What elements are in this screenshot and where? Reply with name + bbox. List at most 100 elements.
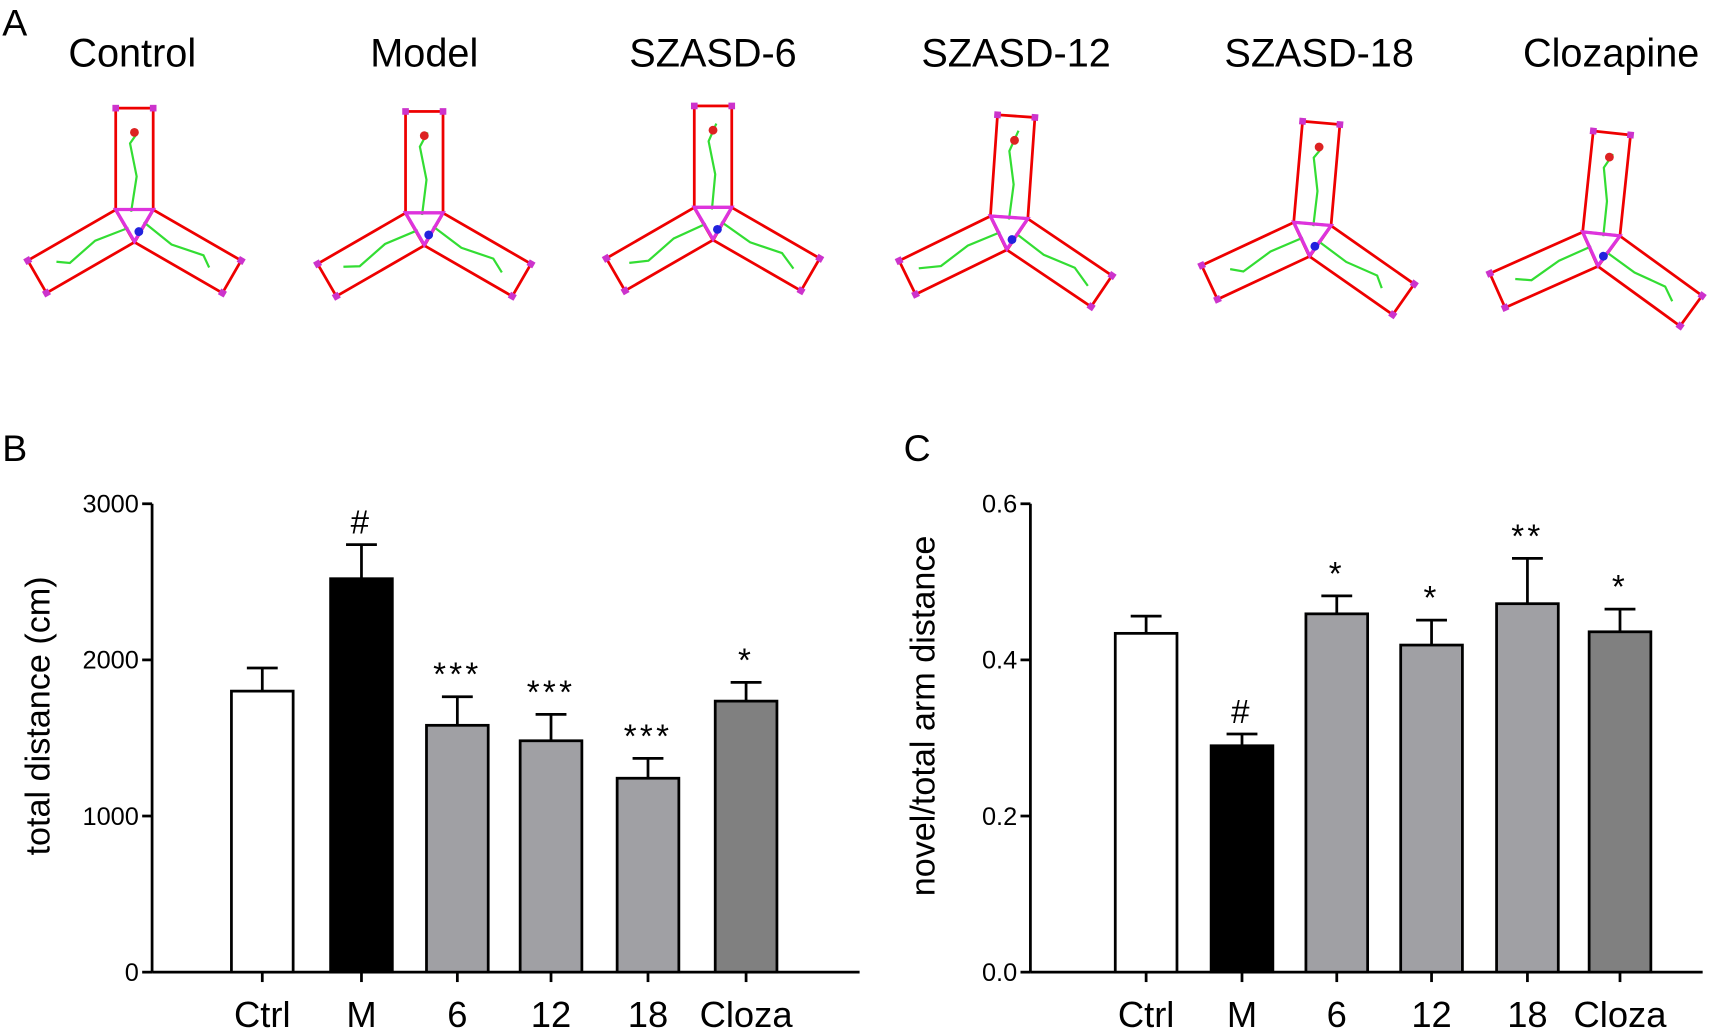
group-label: Control (68, 31, 196, 75)
bar (425, 723, 490, 974)
maze-arm (402, 108, 447, 216)
corner (236, 256, 246, 266)
y-tick-label: 0.0 (982, 959, 1017, 987)
arm-outline (1581, 129, 1633, 238)
center-zone (987, 214, 1031, 253)
track (707, 123, 718, 210)
arm-outline (1488, 230, 1600, 310)
track (1605, 250, 1674, 302)
track (1229, 236, 1304, 273)
track (1312, 146, 1324, 227)
bar (518, 739, 584, 974)
corner (1086, 302, 1096, 312)
corner (1697, 291, 1707, 301)
track (143, 221, 211, 268)
end-dot (1598, 251, 1608, 261)
x-tick-label: 6 (1327, 994, 1347, 1034)
significance-label: # (1231, 694, 1253, 731)
group-label: Model (370, 31, 478, 75)
y-maze (313, 108, 536, 301)
track (1317, 239, 1383, 289)
corner (1589, 127, 1597, 135)
track (1602, 153, 1614, 237)
bar (230, 689, 295, 974)
corner (1388, 310, 1398, 320)
bar (1495, 602, 1560, 974)
corner (1409, 279, 1419, 289)
group-label: SZASD-18 (1224, 31, 1414, 75)
corner (112, 104, 120, 112)
start-dot (708, 125, 718, 135)
x-tick-label: M (1227, 994, 1257, 1034)
corner (815, 253, 825, 263)
significance-label: *** (624, 718, 673, 755)
center-zone (402, 211, 446, 249)
y-maze (601, 102, 825, 296)
track (128, 131, 139, 212)
bar (1209, 744, 1275, 974)
corner (1500, 303, 1510, 312)
corner (23, 256, 33, 266)
significance-label: # (351, 505, 373, 542)
x-tick-label: 18 (1507, 994, 1547, 1034)
track (56, 226, 129, 265)
x-tick-label: 12 (1411, 994, 1451, 1034)
track (1515, 245, 1592, 282)
corner (601, 253, 611, 263)
start-dot (130, 127, 139, 137)
center-zone (1579, 229, 1623, 269)
corner (1031, 113, 1039, 121)
start-dot (1010, 135, 1019, 145)
y-maze (1197, 117, 1419, 320)
arm-outline (315, 211, 426, 299)
center-zone (112, 207, 157, 245)
y-tick-label: 0.2 (982, 803, 1017, 831)
track (918, 231, 1001, 270)
corner (1485, 269, 1495, 278)
y-tick-label: 1000 (82, 803, 138, 831)
corner (41, 288, 51, 298)
corner (217, 288, 227, 298)
corner (526, 259, 536, 269)
y-tick-label: 0.6 (982, 491, 1017, 519)
y-maze (1485, 127, 1707, 331)
arm-outline (25, 207, 137, 295)
corner (796, 286, 806, 296)
start-dot (1314, 142, 1324, 152)
x-tick-label: Cloza (700, 994, 794, 1034)
arm-outline (132, 207, 244, 295)
y-axis-label: total distance (cm) (20, 576, 58, 855)
maze-arm (1197, 220, 1312, 304)
y-tick-label: 0 (125, 959, 139, 987)
track (720, 220, 795, 270)
bar (1399, 643, 1464, 974)
x-tick-label: 18 (628, 994, 668, 1034)
x-tick-label: Ctrl (1118, 994, 1175, 1034)
arm-outline (711, 205, 822, 293)
center-zone (1290, 220, 1335, 259)
corner (331, 291, 341, 301)
arm-outline (1596, 234, 1705, 328)
x-tick-label: Cloza (1574, 994, 1668, 1034)
arm-outline (1292, 119, 1342, 228)
corner (1213, 294, 1222, 304)
center-zone (691, 205, 735, 243)
maze-arm (112, 104, 157, 212)
track (629, 222, 707, 264)
y-tick-label: 3000 (82, 491, 138, 519)
bar (1304, 612, 1370, 974)
end-dot (1310, 241, 1320, 251)
group-label: SZASD-6 (629, 31, 796, 75)
y-tick-label: 2000 (82, 647, 138, 675)
end-dot (1007, 235, 1017, 244)
corner (1107, 271, 1117, 281)
bar (1113, 631, 1179, 974)
significance-label: ** (1511, 518, 1543, 555)
corner (620, 286, 630, 296)
start-dot (1604, 152, 1614, 162)
track (1015, 232, 1089, 287)
group-label: Clozapine (1523, 31, 1699, 75)
corner (439, 108, 447, 115)
y-tick-label: 0.4 (982, 647, 1017, 675)
